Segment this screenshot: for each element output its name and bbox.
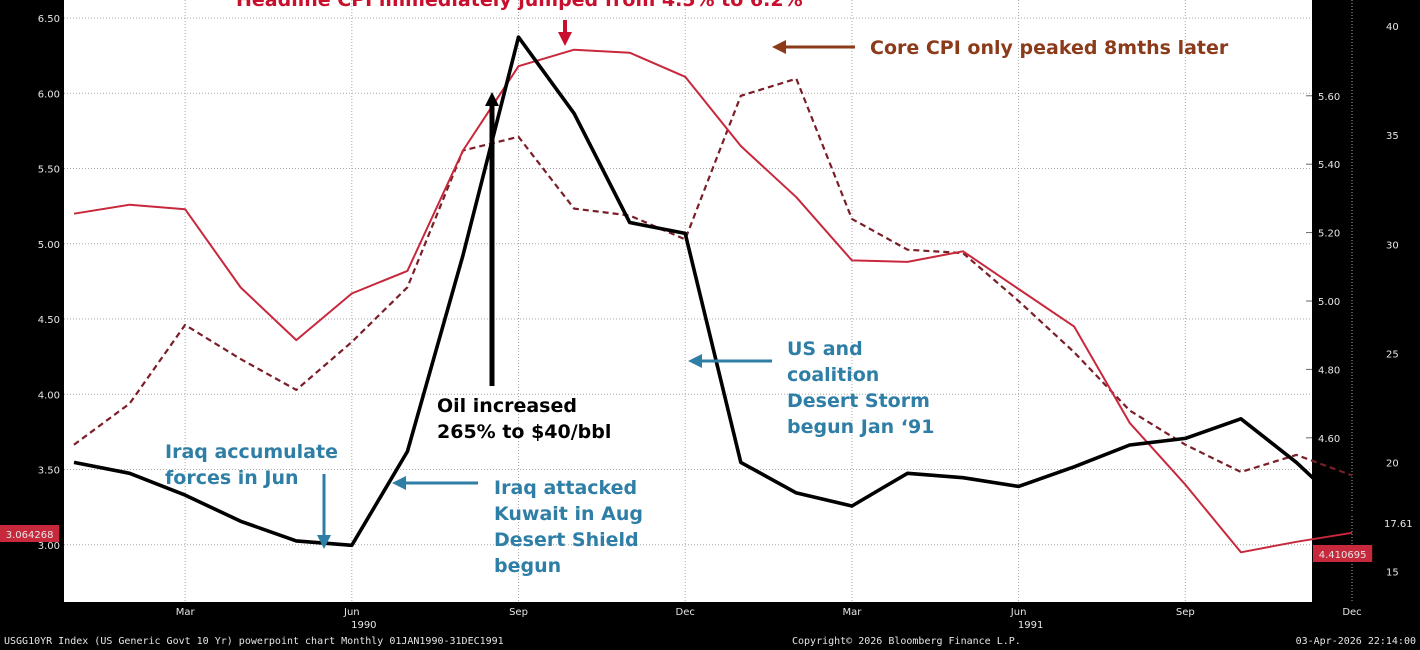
inner-last-value: 4.410695 [1319,550,1367,561]
left-tick-label: 3.00 [38,541,60,552]
outer-last-value: 17.61 [1384,519,1413,530]
kuwait-arrow-head [392,476,406,490]
oil-arrow-head [485,92,499,106]
desert-storm-annotation-line-2: Desert Storm [787,390,930,412]
core-arrow-head [772,40,786,54]
x-year-label: 1991 [1018,620,1043,631]
plot-area [64,0,1312,602]
kuwait-annotation-line-0: Iraq attacked [494,477,637,499]
left-tick-label: 4.50 [38,315,60,326]
left-tick-label: 3.50 [38,466,60,477]
outer-tick-label: 35 [1386,131,1399,142]
series-layer [73,35,1354,554]
inner-tick-label: 4.60 [1318,434,1340,445]
x-tick-label: Sep [1176,607,1195,618]
left-tick-label: 5.00 [38,240,60,251]
kuwait-annotation-line-1: Kuwait in Aug [494,503,643,525]
x-tick-label: Dec [676,607,695,618]
desert-storm-annotation-line-1: coalition [787,364,879,386]
footer-source: USGG10YR Index (US Generic Govt 10 Yr) p… [4,636,504,647]
outer-tick-label: 25 [1386,349,1399,360]
x-tick-label: Sep [509,607,528,618]
x-tick-label: Mar [842,607,862,618]
headline-annotation: Headline CPI immediately jumped from 4.5… [236,0,803,11]
inner-tick-label: 5.20 [1318,229,1340,240]
x-tick-label: Jun [1010,607,1027,618]
inner-tick-label: 5.40 [1318,160,1340,171]
x-year-label: 1990 [351,620,376,631]
kuwait-annotation-line-2: Desert Shield [494,529,639,551]
left-tick-label: 5.50 [38,165,60,176]
left-tick-label: 6.00 [38,89,60,100]
x-tick-label: Mar [176,607,196,618]
core-annotation: Core CPI only peaked 8mths later [870,37,1229,59]
iraq-jun-arrow-head [317,535,331,549]
left-last-value: 3.064268 [6,530,54,541]
headline-arrow-head [558,32,572,46]
outer-tick-label: 15 [1386,567,1399,578]
oil-annotation-line-0: Oil increased [437,395,577,417]
desert-storm-arrow-head [688,354,702,368]
x-tick-label: Jun [343,607,360,618]
core-cpi-line [73,77,1353,477]
left-tick-label: 4.00 [38,390,60,401]
outer-tick-label: 30 [1386,240,1399,251]
footer-timestamp: 03-Apr-2026 22:14:00 [1296,636,1416,647]
x-tick-label: Dec [1342,607,1361,618]
inner-tick-label: 4.80 [1318,365,1340,376]
kuwait-annotation-line-3: begun [494,555,561,577]
left-tick-label: 6.50 [38,14,60,25]
inner-tick-label: 5.60 [1318,92,1340,103]
iraq-jun-annotation-line-0: Iraq accumulate [165,441,338,463]
iraq-jun-annotation-line-1: forces in Jun [165,467,299,489]
oil-price-line [73,35,1354,548]
outer-tick-label: 20 [1386,458,1399,469]
footer-copyright: Copyright© 2026 Bloomberg Finance L.P. [792,636,1021,647]
annotation-layer: Headline CPI immediately jumped from 4.5… [165,0,1229,577]
desert-storm-annotation-line-3: begun Jan ‘91 [787,416,934,438]
footer: USGG10YR Index (US Generic Govt 10 Yr) p… [4,636,1416,647]
oil-annotation-line-1: 265% to $40/bbl [437,421,611,443]
desert-storm-annotation-line-0: US and [787,338,863,360]
outer-tick-label: 40 [1386,22,1399,33]
left-last-value-bg [0,525,60,542]
tick-layer: 3.00 3.50 4.00 4.50 5.00 5.50 6.00 6.50 Mar Jun Se… [0,14,1413,631]
inner-last-value-bg [1313,545,1373,562]
headline-cpi-line [73,48,1353,554]
inner-tick-label: 5.00 [1318,297,1340,308]
